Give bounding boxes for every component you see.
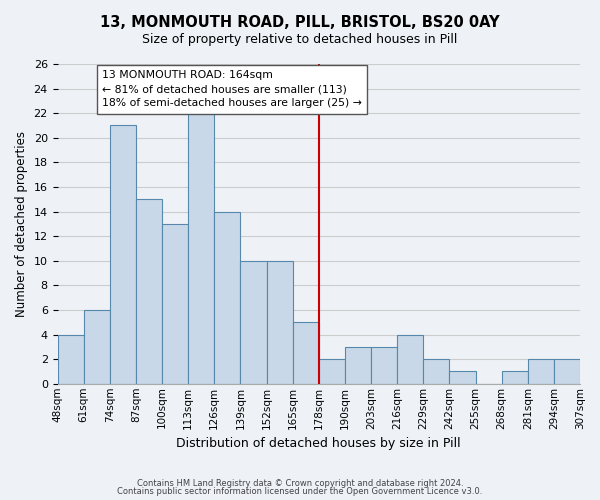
Bar	[449, 372, 476, 384]
Bar	[528, 359, 554, 384]
Bar	[345, 347, 371, 384]
Bar	[110, 126, 136, 384]
Bar	[136, 200, 162, 384]
Bar	[423, 359, 449, 384]
Text: Size of property relative to detached houses in Pill: Size of property relative to detached ho…	[142, 32, 458, 46]
Bar	[502, 372, 528, 384]
Text: 13, MONMOUTH ROAD, PILL, BRISTOL, BS20 0AY: 13, MONMOUTH ROAD, PILL, BRISTOL, BS20 0…	[100, 15, 500, 30]
Bar	[554, 359, 580, 384]
Bar	[319, 359, 345, 384]
X-axis label: Distribution of detached houses by size in Pill: Distribution of detached houses by size …	[176, 437, 461, 450]
Bar	[214, 212, 241, 384]
Text: 13 MONMOUTH ROAD: 164sqm
← 81% of detached houses are smaller (113)
18% of semi-: 13 MONMOUTH ROAD: 164sqm ← 81% of detach…	[102, 70, 362, 108]
Bar	[83, 310, 110, 384]
Bar	[371, 347, 397, 384]
Bar	[162, 224, 188, 384]
Bar	[266, 261, 293, 384]
Y-axis label: Number of detached properties: Number of detached properties	[15, 131, 28, 317]
Bar	[58, 334, 83, 384]
Bar	[188, 113, 214, 384]
Text: Contains public sector information licensed under the Open Government Licence v3: Contains public sector information licen…	[118, 487, 482, 496]
Text: Contains HM Land Registry data © Crown copyright and database right 2024.: Contains HM Land Registry data © Crown c…	[137, 478, 463, 488]
Bar	[293, 322, 319, 384]
Bar	[397, 334, 423, 384]
Bar	[241, 261, 266, 384]
